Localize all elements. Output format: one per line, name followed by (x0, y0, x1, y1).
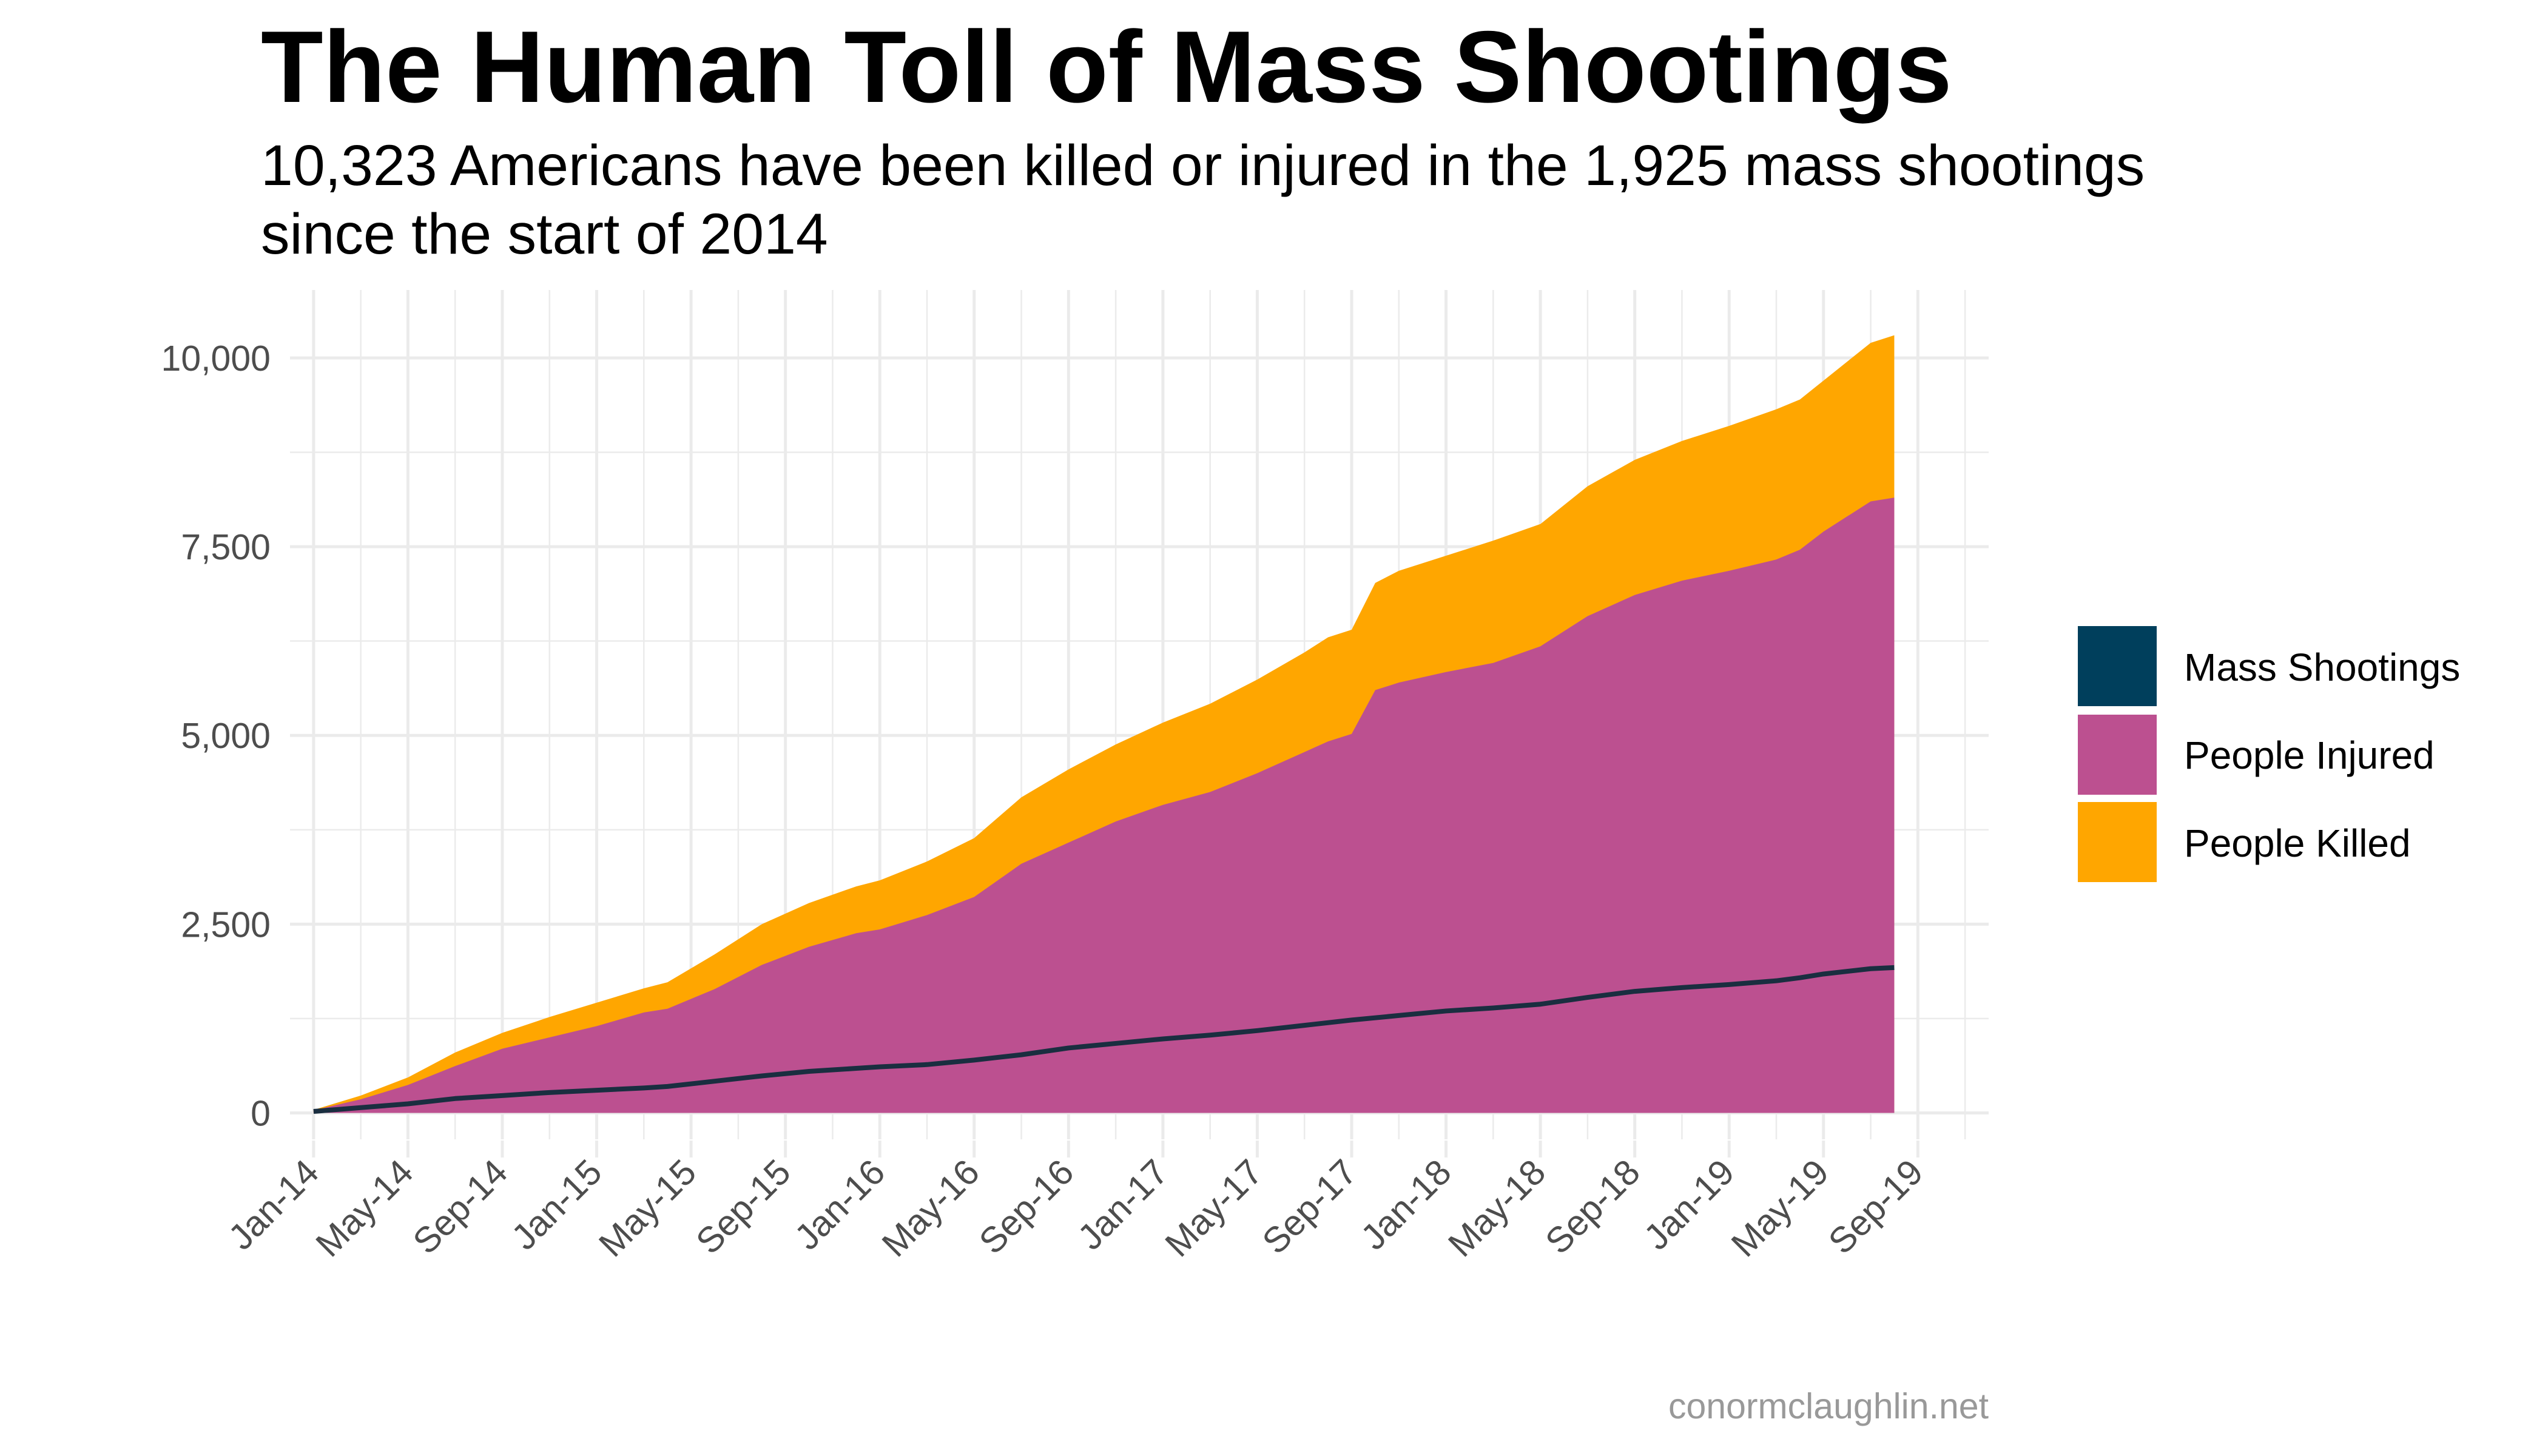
x-tick-label: May-14 (308, 1152, 421, 1265)
x-tick-label: Jan-19 (1636, 1152, 1742, 1258)
y-tick-label: 7,500 (181, 527, 271, 567)
plot-panel (290, 290, 1989, 1139)
x-tick-label: Jan-15 (504, 1152, 610, 1258)
y-tick-label: 5,000 (181, 716, 271, 756)
legend-label-people-killed: People Killed (2184, 821, 2411, 865)
caption: conormclaughlin.net (1668, 1386, 1989, 1426)
legend-key-people-injured (2078, 715, 2157, 795)
x-tick-label: May-19 (1724, 1152, 1836, 1265)
x-axis: Jan-14May-14Sep-14Jan-15May-15Sep-15Jan-… (221, 1141, 1931, 1264)
chart-title: The Human Toll of Mass Shootings (261, 10, 1952, 124)
area-people-injured (313, 497, 1895, 1113)
x-tick-label: Jan-18 (1353, 1152, 1459, 1258)
y-tick-label: 10,000 (161, 339, 271, 379)
chart-subtitle-line-1: 10,323 Americans have been killed or inj… (261, 133, 2145, 198)
x-tick-label: Jan-17 (1070, 1152, 1176, 1258)
legend-label-mass-shootings: Mass Shootings (2184, 645, 2460, 689)
x-tick-label: May-16 (874, 1152, 987, 1265)
x-tick-label: May-18 (1441, 1152, 1554, 1265)
y-tick-label: 0 (251, 1093, 271, 1133)
x-tick-label: May-15 (592, 1152, 704, 1265)
x-tick-label: Sep-17 (1255, 1152, 1364, 1262)
x-tick-label: Jan-14 (221, 1152, 326, 1258)
y-axis: 0 2,500 5,000 7,500 10,000 (161, 339, 271, 1133)
x-tick-label: Sep-18 (1538, 1152, 1648, 1262)
legend-label-people-injured: People Injured (2184, 733, 2435, 777)
legend-key-people-killed (2078, 802, 2157, 882)
x-tick-label: Sep-16 (971, 1152, 1081, 1262)
x-tick-label: Sep-15 (689, 1152, 798, 1262)
chart-subtitle-line-2: since the start of 2014 (261, 202, 828, 266)
x-tick-label: Sep-14 (405, 1152, 515, 1262)
x-tick-label: Sep-19 (1821, 1152, 1930, 1262)
legend-key-mass-shootings (2078, 626, 2157, 706)
legend: Mass Shootings People Injured People Kil… (2078, 626, 2460, 882)
line-mass-shootings (313, 965, 1895, 1114)
x-tick-label: Jan-16 (787, 1152, 892, 1258)
y-tick-label: 2,500 (181, 905, 271, 945)
x-tick-label: May-17 (1158, 1152, 1270, 1265)
